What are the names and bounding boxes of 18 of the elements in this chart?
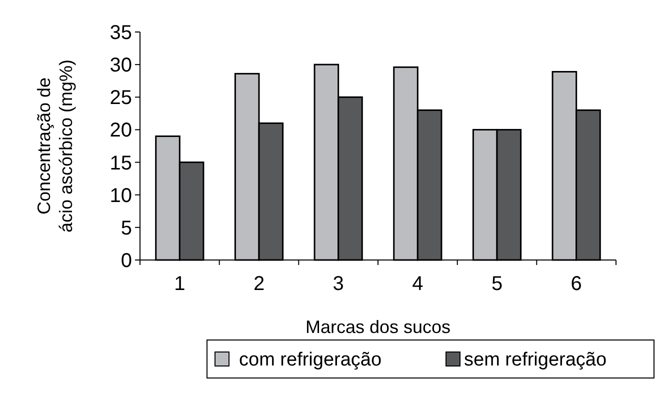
- x-tick-label: 4: [412, 273, 424, 295]
- y-tick-label: 0: [120, 250, 132, 272]
- y-tick-label: 10: [110, 184, 132, 207]
- y-tick-label: 35: [110, 22, 132, 44]
- x-tick-label: 2: [253, 273, 265, 295]
- y-tick-label: 30: [110, 54, 132, 77]
- y-tick-label: 25: [110, 87, 132, 110]
- y-axis-title: Concentração de ácio ascórbico (mg%): [34, 59, 76, 233]
- x-tick-label: 3: [332, 273, 344, 295]
- legend-label: sem refrigeração: [464, 350, 607, 371]
- y-tick-label: 5: [120, 217, 132, 240]
- x-tick-label: 6: [570, 273, 582, 295]
- y-tick-label: 20: [110, 120, 132, 142]
- x-tick-label: 5: [491, 273, 503, 295]
- y-tick-label: 15: [110, 152, 132, 174]
- x-tick-label: 1: [174, 273, 186, 295]
- x-axis-title: Marcas dos sucos: [305, 317, 451, 337]
- legend-label: com refrigeração: [239, 350, 382, 371]
